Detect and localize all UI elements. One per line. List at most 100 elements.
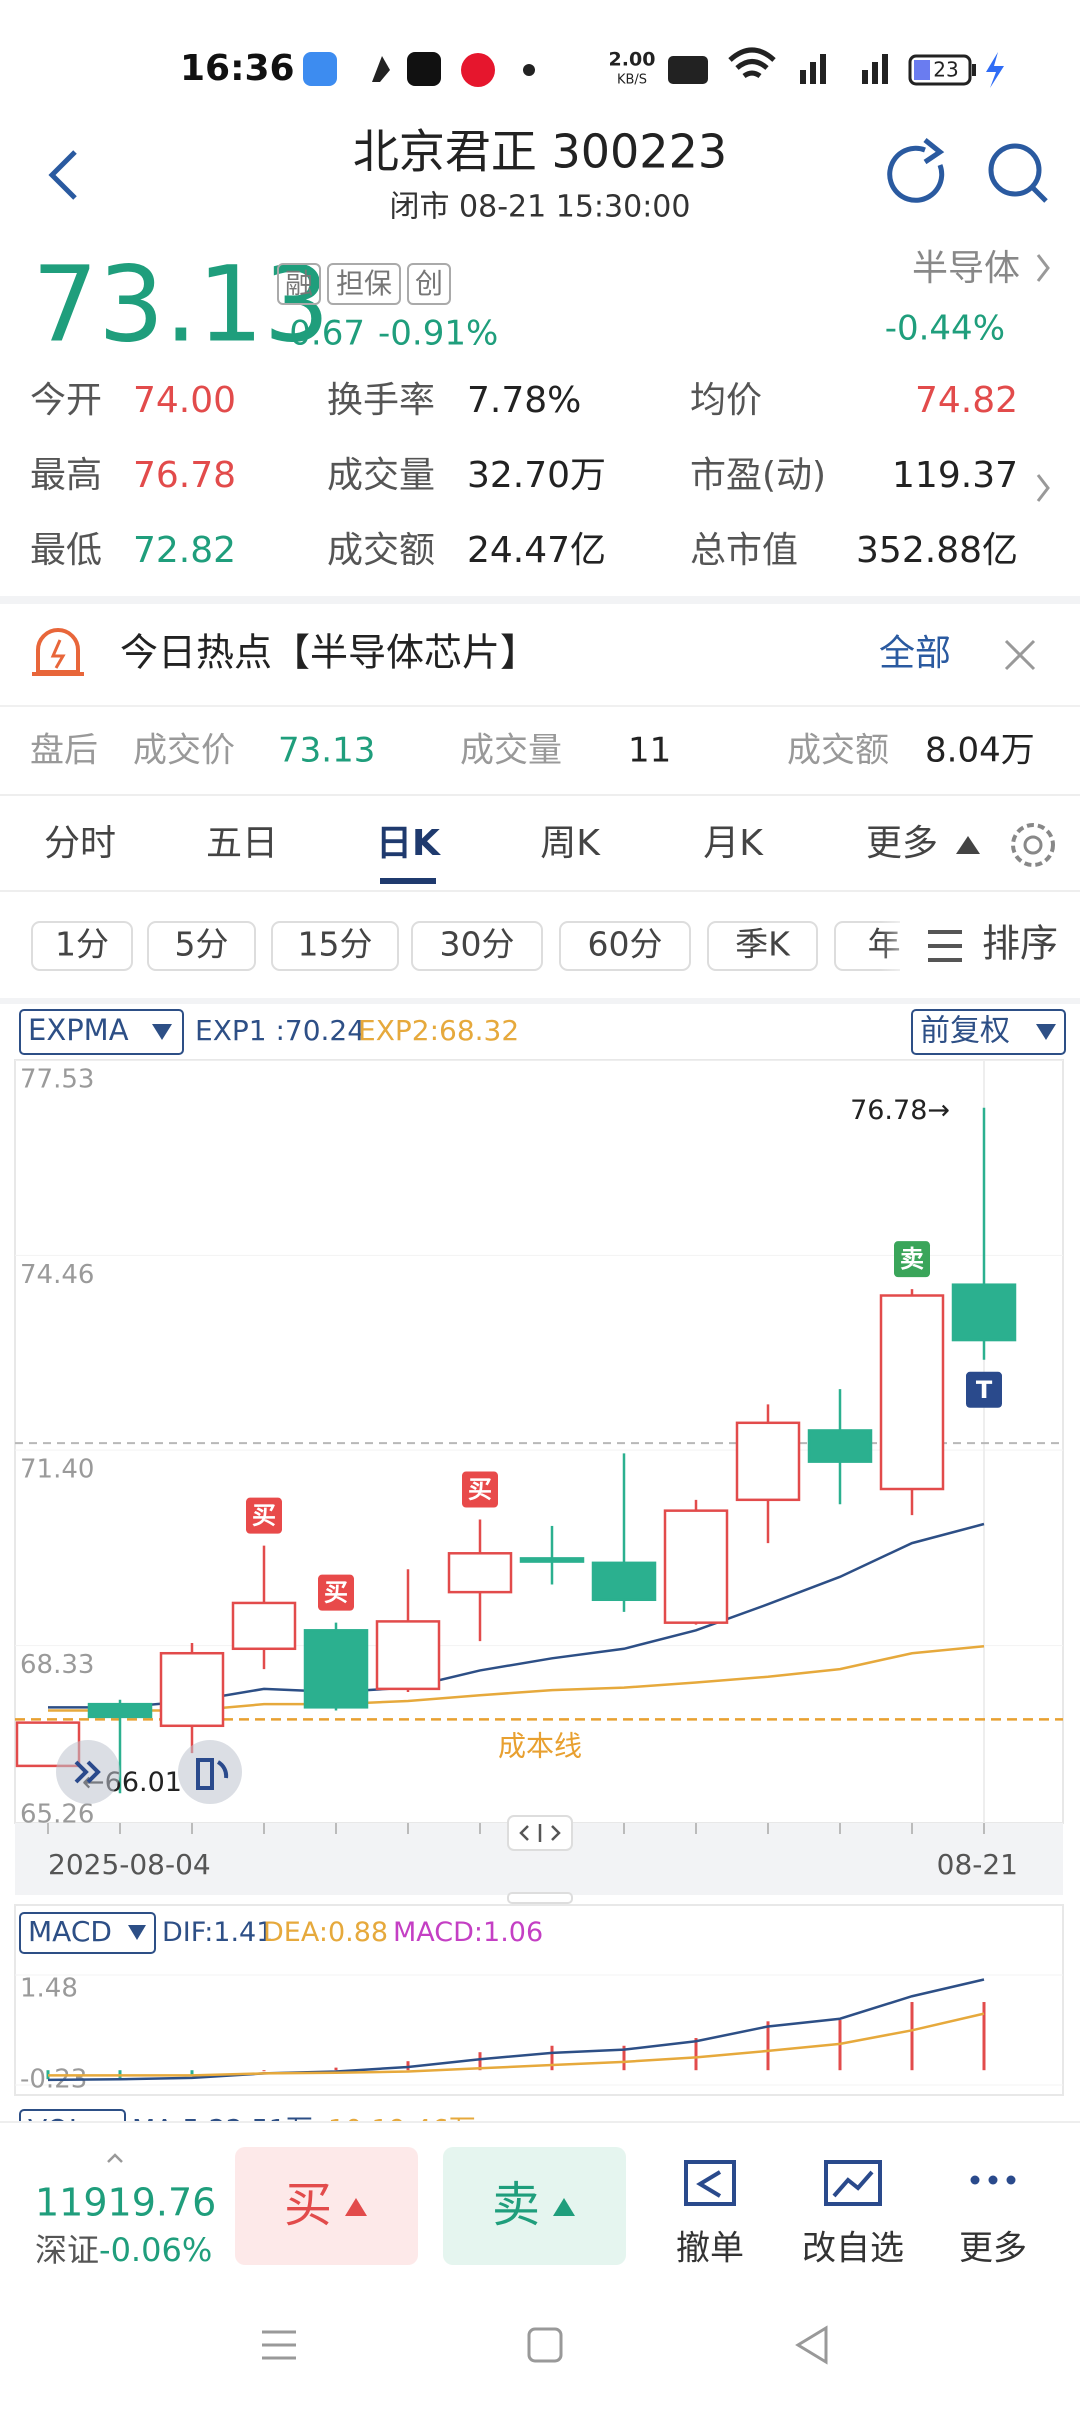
expma-legend-part: EXP1 :: [195, 1014, 285, 1047]
tag: 担保: [336, 267, 392, 300]
search-button[interactable]: [988, 143, 1048, 203]
x-tick-label: 2025-08-04: [48, 1848, 211, 1881]
chip[interactable]: [147, 921, 256, 971]
macd-bar: [478, 2052, 482, 2071]
macd-bar: [622, 2045, 626, 2071]
dropdown-triangle: [152, 1024, 172, 1040]
macd-legend-part: 0.88: [328, 1917, 388, 1948]
y-tick-label: 68.33: [20, 1650, 94, 1680]
y-tick-label: 71.40: [20, 1455, 94, 1485]
candle-body: [231, 1601, 297, 1651]
after-hours-item-label: 成交额: [787, 731, 889, 771]
more-dot: [970, 2175, 980, 2185]
tab[interactable]: 周K: [540, 823, 601, 864]
signal-badge: [462, 1471, 498, 1508]
tag: 融: [285, 267, 313, 300]
stat-label: 最低: [30, 530, 102, 571]
after-hours-item-label: 成交价: [133, 731, 235, 771]
macd-bar: [190, 2070, 194, 2076]
chip[interactable]: [707, 921, 818, 971]
tab[interactable]: 五日: [206, 823, 278, 864]
stat-label: 总市值: [690, 530, 798, 571]
sort-icon[interactable]: [928, 930, 962, 962]
battery-level: 23: [933, 58, 958, 82]
period-chips: 1分5分15分30分60分季K年K: [31, 921, 900, 971]
sector-chevron[interactable]: [1036, 254, 1050, 282]
stat-label: 换手率: [327, 380, 435, 421]
settings-button[interactable]: [1011, 823, 1055, 867]
signal-label: 卖: [900, 1245, 924, 1273]
macd-line: [47, 1978, 985, 2082]
expma-legend-part: 68.32: [439, 1014, 519, 1047]
chip[interactable]: [271, 921, 399, 971]
rotate-icon: [196, 1758, 229, 1790]
buy-label: 买: [284, 2177, 332, 2233]
close-button[interactable]: [1004, 639, 1036, 671]
macd-bar: [334, 2067, 338, 2071]
market-status: 闭市 08-21 15:30:00: [390, 190, 691, 225]
status-icons: [303, 47, 1004, 88]
chip-label: 60分: [588, 925, 663, 964]
action-label[interactable]: 改自选: [802, 2229, 904, 2269]
divider: [0, 705, 1080, 707]
macd-bar: [550, 2045, 554, 2071]
macd-bar: [694, 2038, 698, 2071]
chip-label: 15分: [298, 925, 373, 964]
divider: [0, 794, 1080, 796]
last-price: 73.13: [32, 243, 330, 365]
macd-bar: [982, 2002, 986, 2071]
stats-chevron[interactable]: [1036, 474, 1050, 502]
expma-legend-part: EXP2:: [358, 1014, 439, 1047]
candle-body: [879, 1294, 945, 1491]
adjust-box[interactable]: [911, 1009, 1066, 1055]
sort-label: 排序: [982, 922, 1058, 966]
action-label[interactable]: 更多: [959, 2229, 1027, 2269]
price-change-pct: -0.91%: [378, 314, 498, 354]
candle-body: [159, 1651, 225, 1728]
macd-legend: DIF:1.41: [162, 1917, 273, 1948]
tab[interactable]: 月K: [703, 823, 764, 864]
net-unit: KB/S: [617, 73, 647, 88]
chip[interactable]: [411, 921, 543, 971]
tag-box: [327, 263, 401, 305]
indicator-name: EXPMA: [28, 1013, 129, 1047]
stat-value: 76.78: [133, 455, 236, 496]
tab[interactable]: 更多: [866, 823, 938, 864]
tab[interactable]: 日K: [376, 823, 441, 864]
back-button[interactable]: [48, 150, 77, 200]
candle-body: [303, 1629, 369, 1709]
macd-legend-part: DEA:: [263, 1917, 328, 1948]
sell-label: 卖: [492, 2177, 540, 2233]
more-dot: [988, 2175, 998, 2185]
stat-label: 最高: [30, 455, 102, 496]
chip[interactable]: [31, 921, 133, 971]
candle-body: [807, 1429, 873, 1463]
after-hours-label: 盘后: [30, 731, 98, 771]
macd-indicator-box[interactable]: [19, 1912, 156, 1954]
expand-icon: [74, 1760, 101, 1784]
after-hours-item-label: 成交量: [460, 731, 562, 771]
after-hours-item-value: 11: [628, 731, 671, 771]
stat-value: 24.47亿: [467, 530, 606, 571]
clock: 16:36: [180, 48, 295, 89]
chip[interactable]: [559, 921, 691, 971]
hot-icon: [32, 628, 84, 676]
candle-body: [951, 1283, 1017, 1342]
buy-button[interactable]: [235, 2147, 418, 2265]
sell-button[interactable]: [443, 2147, 626, 2265]
dropdown-triangle: [1036, 1024, 1056, 1040]
macd-bar: [406, 2061, 410, 2071]
chip-fade: [880, 900, 920, 995]
tab[interactable]: 分时: [44, 823, 116, 864]
indicator-box[interactable]: [19, 1009, 184, 1055]
signal-badge: [318, 1574, 354, 1611]
refresh-button[interactable]: [887, 138, 945, 203]
stat-label: 均价: [690, 380, 762, 421]
sell-triangle: [553, 2198, 575, 2216]
tag-box: [407, 263, 451, 305]
macd-bar: [262, 2070, 266, 2072]
action-label[interactable]: 撤单: [676, 2229, 744, 2269]
